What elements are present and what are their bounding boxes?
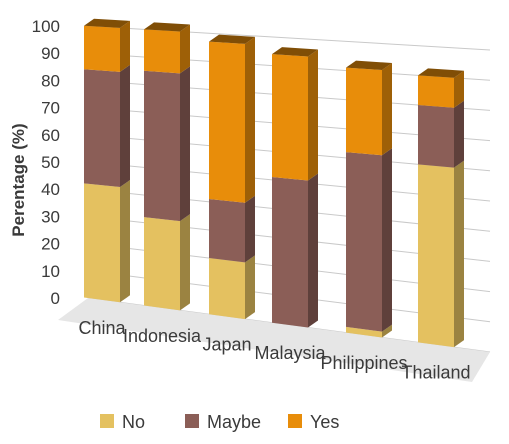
bar-segment-no [209, 258, 245, 320]
y-axis-title: Perentage (%) [9, 123, 28, 236]
bar-segment-yes-side [454, 70, 464, 108]
bars [84, 18, 464, 348]
bar-segment-maybe-side [180, 66, 190, 222]
bar-segment-maybe [144, 70, 180, 222]
bar-segment-no-side [120, 180, 130, 303]
bar-segment-no-side [382, 324, 392, 338]
bar-segment-maybe-side [245, 195, 255, 263]
bar-segment-no-side [245, 255, 255, 320]
bar-segment-maybe [272, 176, 308, 328]
legend-swatch [288, 414, 302, 428]
bar-group-china [84, 18, 130, 303]
y-tick-label: 60 [41, 126, 60, 145]
y-tick-label: 30 [41, 207, 60, 226]
bar-segment-no [346, 326, 382, 338]
bar-group-malaysia [272, 47, 318, 328]
category-label: Malaysia [254, 343, 326, 363]
y-tick-label: 90 [41, 44, 60, 63]
bar-top [272, 47, 318, 57]
bar-segment-yes [84, 25, 120, 72]
legend-label: Yes [310, 412, 339, 432]
category-label: Indonesia [123, 326, 202, 346]
bar-group-japan [209, 34, 255, 320]
y-tick-label: 0 [51, 289, 60, 308]
legend-label: No [122, 412, 145, 432]
bar-segment-no [144, 217, 180, 311]
chart-floor [58, 298, 490, 382]
y-tick-label: 70 [41, 99, 60, 118]
legend-item-yes: Yes [288, 412, 339, 432]
bar-segment-yes-side [382, 63, 392, 156]
bar-segment-yes [418, 75, 454, 108]
bar-group-thailand [418, 68, 464, 348]
bar-group-indonesia [144, 22, 190, 311]
legend-swatch [100, 414, 114, 428]
y-axis-ticks: 0 10 20 30 40 50 60 70 80 90 100 [32, 17, 60, 308]
bar-segment-yes-side [308, 49, 318, 181]
bar-segment-no [418, 164, 454, 348]
legend-label: Maybe [207, 412, 261, 432]
y-tick-label: 20 [41, 235, 60, 254]
bar-segment-no [84, 183, 120, 303]
category-label: Philippines [320, 353, 407, 373]
bar-segment-maybe [84, 69, 120, 188]
bar-segment-yes-side [245, 36, 255, 203]
bar-segment-maybe [418, 105, 454, 168]
bar-segment-yes-side [180, 24, 190, 74]
y-tick-label: 100 [32, 17, 60, 36]
legend: No Maybe Yes [100, 412, 339, 432]
bar-segment-yes [272, 54, 308, 181]
y-tick-label: 40 [41, 180, 60, 199]
category-label: Japan [202, 335, 251, 355]
bar-segment-maybe-side [120, 64, 130, 188]
bar-segment-no-side [454, 160, 464, 348]
y-tick-label: 50 [41, 153, 60, 172]
legend-item-maybe: Maybe [185, 412, 261, 432]
bar-segment-yes-side [120, 20, 130, 72]
bar-segment-maybe [209, 199, 245, 263]
bar-segment-maybe-side [308, 173, 318, 328]
legend-item-no: No [100, 412, 145, 432]
y-tick-label: 80 [41, 71, 60, 90]
bar-segment-yes [346, 67, 382, 156]
bar-group-philippines [346, 60, 392, 338]
bar-top [144, 22, 190, 32]
legend-swatch [185, 414, 199, 428]
bar-top [84, 18, 130, 28]
category-label: Thailand [401, 363, 470, 383]
bar-top [209, 34, 255, 44]
bar-segment-no-side [180, 214, 190, 311]
bar-segment-maybe-side [454, 100, 464, 168]
bar-top [418, 68, 464, 78]
bar-segment-maybe-side [382, 148, 392, 332]
bar-segment-yes [209, 41, 245, 203]
bar-segment-maybe [346, 152, 382, 332]
bar-segment-yes [144, 29, 180, 74]
category-label: China [78, 318, 126, 338]
y-tick-label: 10 [41, 262, 60, 281]
bar-top [346, 60, 392, 71]
floor-plane [58, 298, 490, 382]
